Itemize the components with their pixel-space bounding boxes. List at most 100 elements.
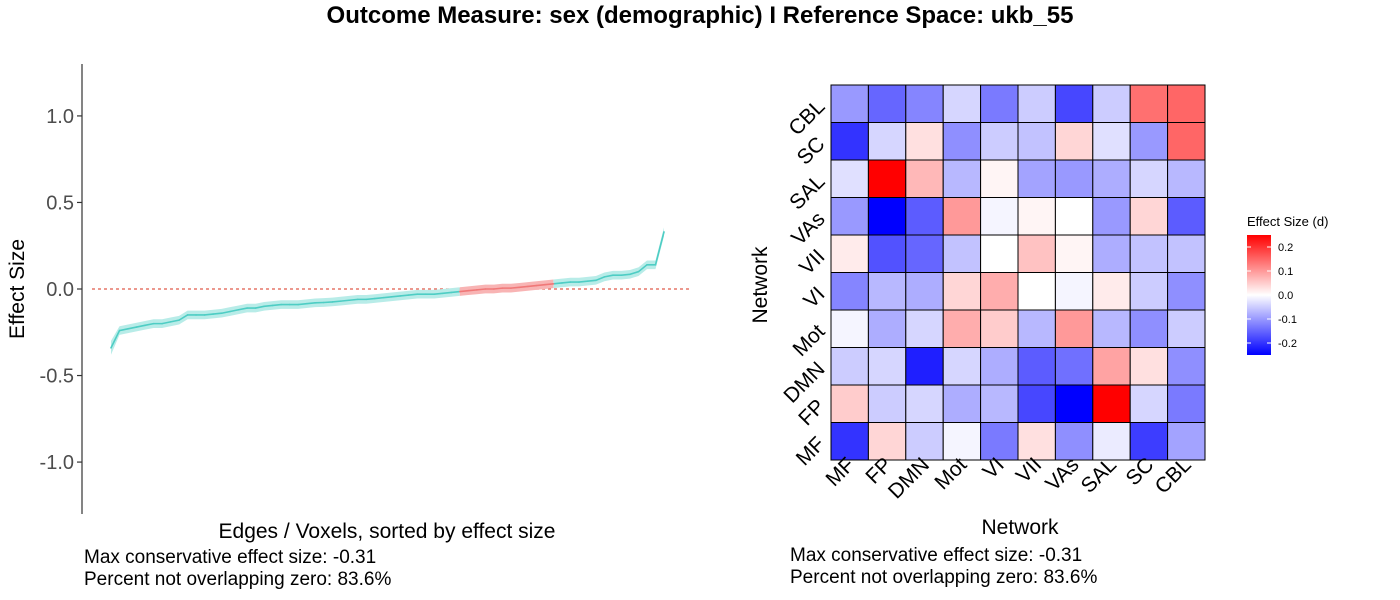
heatmap-y-tick-label: VAs: [787, 208, 829, 250]
heatmap-cell: [1092, 197, 1131, 236]
effect-size-line-chart: -1.0 -0.5 0.0 0.5 1.0 Effect Size Edges / Vo…: [6, 64, 692, 543]
data-point: [254, 307, 257, 309]
heatmap-cell: [942, 234, 982, 273]
heatmap-cell: [867, 422, 907, 461]
heatmap-cell: [980, 384, 1019, 423]
y-tick-label: -1.0: [40, 452, 74, 474]
heatmap-cell: [830, 309, 869, 348]
data-point: [476, 289, 478, 291]
data-point: [169, 321, 172, 323]
heatmap-cell: [1054, 197, 1094, 236]
data-point: [237, 308, 240, 311]
heatmap-cell: [905, 347, 944, 386]
heatmap-cell: [942, 272, 982, 311]
data-point: [110, 347, 112, 349]
max-effect-annotation: Max conservative effect size: -0.31: [84, 547, 377, 568]
data-point: [578, 281, 580, 283]
heatmap-cell: [905, 309, 944, 348]
data-points: [110, 231, 665, 349]
data-point: [407, 294, 410, 296]
y-axis-label: Effect Size: [6, 239, 29, 339]
heatmap-percent-overlap-annotation: Percent not overlapping zero: 83.6%: [790, 567, 1098, 588]
figure-title: Outcome Measure: sex (demographic) I Ref…: [326, 2, 1074, 29]
heatmap-cell: [980, 422, 1019, 461]
data-point: [535, 284, 538, 287]
heatmap-x-axis-label: Network: [981, 516, 1059, 539]
heatmap-cell: [830, 234, 869, 273]
data-point: [569, 281, 572, 283]
heatmap-cell: [1054, 234, 1094, 273]
heatmap-cell: [867, 234, 907, 273]
heatmap-cell: [1054, 347, 1094, 386]
data-point: [561, 282, 563, 284]
data-point: [612, 274, 614, 276]
data-point: [144, 324, 146, 327]
heatmap-cell: [1092, 347, 1131, 386]
data-point: [424, 293, 427, 295]
heatmap-cell: [1054, 422, 1094, 461]
heatmap-cell: [867, 309, 907, 348]
heatmap-cell: [1129, 384, 1169, 423]
data-point: [229, 310, 231, 313]
x-axis-label: Edges / Voxels, sorted by effect size: [219, 520, 556, 543]
line-chart-annotations: Max conservative effect size: -0.31 Perc…: [84, 547, 391, 591]
y-tick-label: 0.5: [46, 192, 74, 214]
heatmap-cell: [830, 159, 869, 198]
heatmap-cell: [1129, 122, 1169, 161]
y-axis-ticks: -1.0 -0.5 0.0 0.5 1.0: [40, 106, 82, 474]
data-point: [280, 303, 282, 306]
heatmap-cell: [1017, 309, 1056, 348]
data-point: [595, 279, 597, 282]
confidence-band: [553, 227, 664, 289]
heatmap-cell: [980, 122, 1019, 161]
heatmap-y-tick-label: MF: [792, 433, 830, 471]
data-point: [433, 293, 436, 295]
heatmap-cell: [1092, 422, 1131, 461]
series-segment: [553, 231, 665, 285]
heatmap-cell: [1017, 347, 1056, 386]
data-point: [178, 319, 180, 321]
legend-tick-label: -0.1: [1278, 314, 1297, 326]
heatmap-y-tick-label: Mot: [789, 320, 830, 361]
heatmap-cell: [1167, 422, 1206, 461]
y-tick-label: -0.5: [40, 366, 74, 388]
heatmap-cell: [1092, 272, 1131, 311]
heatmap-cell: [1167, 347, 1206, 386]
legend-tick-label: 0.2: [1278, 242, 1293, 254]
series-lines: [110, 231, 665, 349]
heatmap-cell: [905, 122, 944, 161]
heatmap-x-tick-label: DMN: [884, 453, 934, 503]
data-point: [510, 287, 512, 289]
heatmap-cell: [830, 384, 869, 423]
data-point: [450, 291, 453, 294]
data-point: [271, 304, 274, 307]
heatmap-y-tick-label: DMN: [779, 358, 829, 408]
data-point: [501, 287, 504, 289]
data-point: [552, 283, 555, 285]
data-point: [118, 329, 121, 332]
heatmap-cell: [1054, 122, 1094, 161]
data-point: [586, 280, 589, 283]
heatmap-cell: [980, 84, 1019, 123]
heatmap-cell: [1129, 422, 1169, 461]
heatmap-cell: [942, 384, 982, 423]
data-point: [390, 295, 393, 298]
data-point: [220, 312, 223, 315]
heatmap-cell: [905, 422, 944, 461]
heatmap-cell: [980, 197, 1019, 236]
percent-overlap-annotation: Percent not overlapping zero: 83.6%: [84, 569, 392, 590]
data-point: [365, 298, 368, 301]
y-tick-label: 1.0: [46, 106, 74, 128]
data-point: [305, 302, 308, 305]
legend-tick-label: -0.2: [1278, 338, 1297, 350]
heatmap-y-tick-label: SAL: [785, 170, 829, 214]
heatmap-cell: [1054, 159, 1094, 198]
heatmap-cell: [1017, 272, 1056, 311]
heatmap-cell: [1167, 309, 1206, 348]
heatmap-cell: [905, 159, 944, 198]
heatmap-y-tick-label: VI: [799, 283, 829, 313]
heatmap-cell: [1092, 122, 1131, 161]
data-point: [263, 305, 265, 308]
data-point: [203, 314, 206, 316]
